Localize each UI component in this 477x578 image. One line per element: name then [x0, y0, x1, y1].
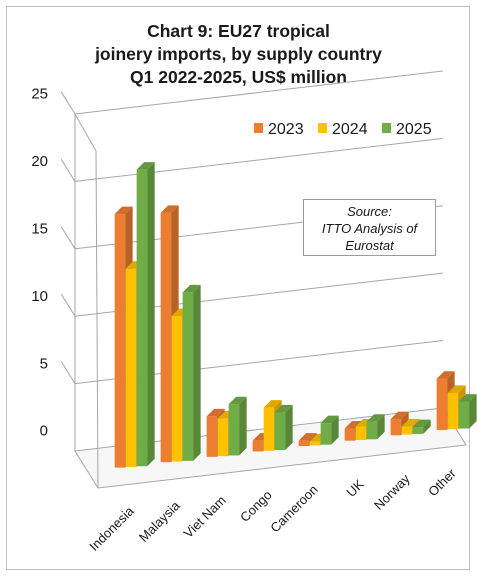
x-tick-label: Congo	[237, 487, 275, 525]
gridline-side	[60, 226, 76, 250]
x-tick-label: Indonesia	[86, 503, 137, 554]
x-tick-label: Cameroon	[267, 482, 321, 536]
x-tick-label: Malaysia	[136, 497, 183, 544]
bar-norway-2025	[412, 419, 431, 434]
gridline-side	[60, 293, 76, 317]
gridline-side	[60, 91, 76, 115]
bar-congo-2025	[274, 404, 293, 451]
y-tick-label: 25	[31, 86, 48, 103]
y-tick-label: 20	[31, 153, 48, 170]
x-tick-label: Norway	[371, 471, 413, 513]
chart-title-line-1: Chart 9: EU27 tropical	[147, 21, 330, 41]
bars	[114, 162, 477, 468]
side-wall-front	[95, 150, 99, 489]
gridline-side	[60, 361, 76, 384]
legend-label: 2025	[396, 121, 432, 138]
side-wall-top	[74, 113, 97, 152]
chart-title: Chart 9: EU27 tropical joinery imports, …	[0, 20, 477, 89]
legend-swatch	[318, 123, 327, 133]
source-note-line-3: Eurostat	[345, 238, 394, 253]
y-axis-ticks: 0 5 10 15 20 25	[31, 86, 48, 440]
bar-cameroon-2025	[320, 415, 339, 445]
chart-title-line-2: joinery imports, by supply country	[95, 44, 382, 64]
legend-swatch	[382, 123, 391, 133]
x-tick-label: UK	[343, 476, 367, 500]
x-tick-label: Viet Nam	[181, 493, 229, 541]
y-tick-label: 15	[31, 220, 48, 237]
y-tick-label: 10	[31, 288, 48, 305]
legend-swatch	[254, 123, 263, 133]
source-note: Source: ITTO Analysis of Eurostat	[303, 199, 436, 256]
bar-viet-nam-2025	[228, 396, 247, 456]
y-tick-label: 0	[40, 423, 48, 440]
bar-uk-2025	[366, 414, 385, 440]
legend-label: 2023	[268, 121, 304, 138]
legend: 2023 2024 2025	[254, 121, 432, 138]
y-tick-label: 5	[40, 355, 48, 372]
x-tick-label: Other	[425, 465, 459, 499]
source-note-line-2: ITTO Analysis of	[321, 221, 418, 236]
source-note-line-1: Source:	[347, 204, 392, 219]
bar-indonesia-2025	[136, 162, 155, 467]
gridline-side	[60, 158, 76, 182]
gridline	[74, 137, 444, 182]
bar-other-2025	[458, 394, 477, 429]
gridline	[74, 70, 444, 115]
chart-title-line-3: Q1 2022-2025, US$ million	[130, 67, 347, 87]
legend-label: 2024	[332, 121, 368, 138]
bar-malaysia-2025	[182, 284, 201, 461]
